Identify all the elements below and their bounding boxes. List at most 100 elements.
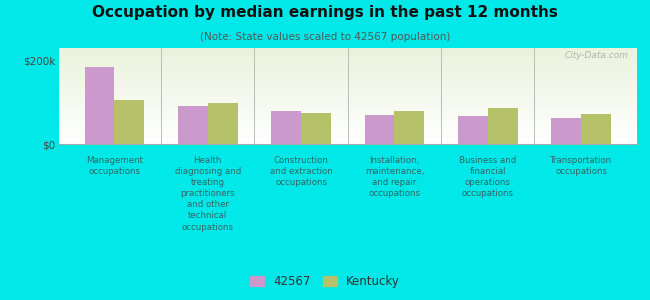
Bar (58, 94, 637, 95)
Bar (58, 89, 637, 90)
Bar (58, 69, 637, 70)
Bar (58, 123, 637, 124)
Bar (58, 64, 637, 65)
Bar (58, 57, 637, 58)
Bar (58, 82, 637, 83)
Bar (58, 63, 637, 64)
Bar (58, 53, 637, 54)
Bar (58, 80, 637, 81)
Bar (58, 100, 637, 101)
Bar (58, 102, 637, 103)
Bar (58, 143, 637, 144)
Text: Construction
and extraction
occupations: Construction and extraction occupations (270, 156, 332, 187)
Bar (58, 70, 637, 71)
Bar (58, 114, 637, 115)
Bar (301, 113, 331, 144)
Bar (58, 58, 637, 59)
Bar (58, 138, 637, 139)
Bar (58, 118, 637, 119)
Bar (58, 120, 637, 121)
Bar (58, 98, 637, 99)
Bar (58, 91, 637, 92)
Bar (58, 85, 637, 86)
Bar (208, 103, 238, 144)
Bar (58, 51, 637, 52)
Bar (58, 77, 637, 78)
Bar (58, 75, 637, 76)
Text: Business and
financial
operations
occupations: Business and financial operations occupa… (459, 156, 516, 198)
Bar (58, 99, 637, 100)
Bar (458, 116, 488, 144)
Bar (114, 100, 144, 144)
Bar (58, 83, 637, 85)
Bar (58, 128, 637, 129)
Bar (58, 76, 637, 77)
Bar (58, 133, 637, 134)
Bar (58, 54, 637, 55)
Bar (58, 86, 637, 87)
Bar (58, 79, 637, 80)
Bar (58, 52, 637, 53)
Bar (365, 115, 395, 144)
Bar (58, 56, 637, 57)
Bar (178, 106, 208, 144)
Bar (58, 127, 637, 128)
Bar (58, 106, 637, 107)
Bar (58, 135, 637, 136)
Text: Transportation
occupations: Transportation occupations (550, 156, 612, 176)
Bar (58, 125, 637, 126)
Bar (58, 130, 637, 131)
Bar (58, 59, 637, 61)
Bar (58, 88, 637, 89)
Bar (58, 142, 637, 143)
Bar (58, 93, 637, 94)
Bar (58, 126, 637, 127)
Bar (58, 66, 637, 67)
Bar (58, 97, 637, 98)
Bar (58, 73, 637, 74)
Legend: 42567, Kentucky: 42567, Kentucky (245, 270, 405, 292)
Bar (84, 67, 114, 144)
Bar (58, 122, 637, 123)
Bar (58, 117, 637, 118)
Text: Occupation by median earnings in the past 12 months: Occupation by median earnings in the pas… (92, 4, 558, 20)
Bar (58, 92, 637, 93)
Bar (58, 115, 637, 116)
Bar (58, 140, 637, 141)
Bar (395, 111, 424, 144)
Bar (58, 68, 637, 69)
Bar (58, 74, 637, 75)
Text: City-Data.com: City-Data.com (564, 51, 629, 60)
Bar (58, 85, 637, 86)
Text: (Note: State values scaled to 42567 population): (Note: State values scaled to 42567 popu… (200, 32, 450, 41)
Bar (58, 110, 637, 111)
Bar (58, 96, 637, 97)
Bar (58, 101, 637, 102)
Bar (58, 65, 637, 66)
Bar (58, 82, 637, 83)
Bar (58, 72, 637, 73)
Bar (58, 139, 637, 140)
Bar (58, 48, 637, 49)
Bar (58, 141, 637, 142)
Bar (58, 61, 637, 62)
Bar (58, 103, 637, 104)
Bar (58, 131, 637, 133)
Bar (551, 118, 581, 144)
Bar (58, 116, 637, 117)
Bar (581, 114, 611, 144)
Bar (58, 87, 637, 88)
Bar (488, 108, 517, 144)
Bar (58, 107, 637, 109)
Bar (58, 124, 637, 125)
Bar (58, 49, 637, 50)
Bar (58, 136, 637, 137)
Bar (58, 78, 637, 79)
Text: Installation,
maintenance,
and repair
occupations: Installation, maintenance, and repair oc… (365, 156, 424, 198)
Bar (58, 113, 637, 114)
Bar (58, 121, 637, 122)
Bar (58, 90, 637, 91)
Bar (58, 129, 637, 130)
Bar (58, 111, 637, 112)
Bar (271, 111, 301, 144)
